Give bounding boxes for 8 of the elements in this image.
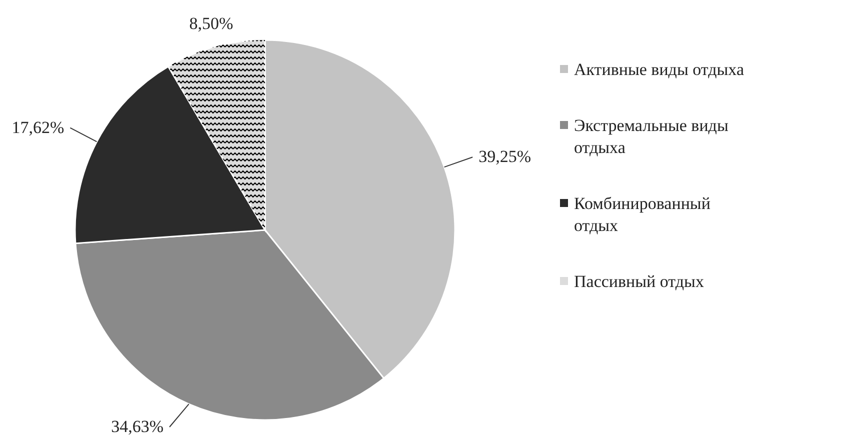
- legend-label: Комбинированный отдых: [574, 194, 710, 235]
- legend-label: Активные виды отдыха: [574, 60, 744, 79]
- data-label: 8,50%: [189, 14, 234, 34]
- data-label: 34,63%: [111, 417, 164, 436]
- data-label: 39,25%: [478, 147, 531, 166]
- legend-label: Пассивный отдых: [574, 272, 704, 291]
- data-label: 17,62%: [12, 118, 64, 137]
- legend-label: Экстремальные виды отдыха: [574, 116, 729, 157]
